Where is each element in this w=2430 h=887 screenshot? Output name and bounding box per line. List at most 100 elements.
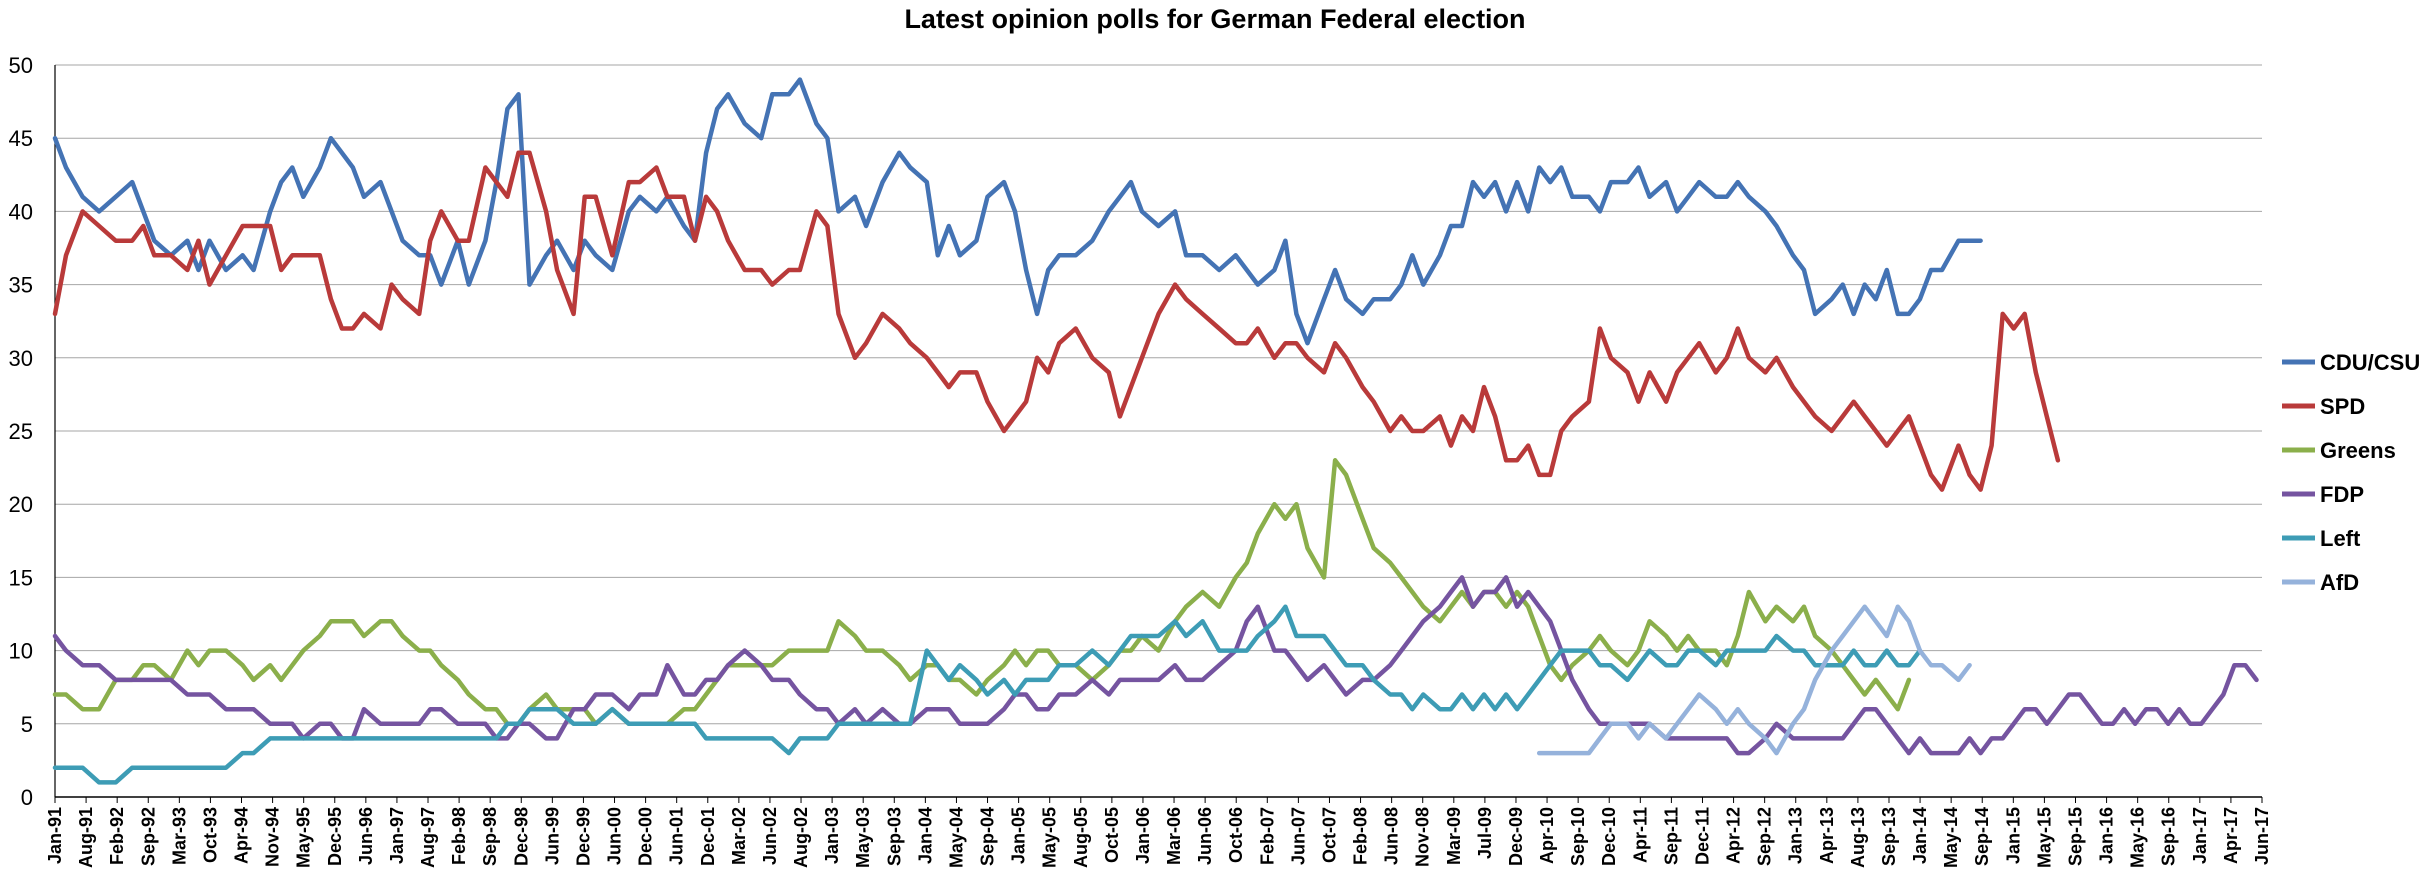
x-tick-label: May-05: [1040, 807, 1060, 868]
y-tick-label: 25: [9, 419, 33, 444]
legend-label: Greens: [2320, 438, 2396, 463]
x-tick-label: Sep-14: [1972, 807, 1992, 866]
x-tick-label: Sep-10: [1568, 807, 1588, 866]
y-tick-label: 35: [9, 273, 33, 298]
x-tick-label: Jan-16: [2097, 807, 2117, 864]
x-tick-label: Jan-06: [1133, 807, 1153, 864]
x-tick-label: Dec-95: [325, 807, 345, 866]
y-tick-label: 40: [9, 199, 33, 224]
y-tick-label: 15: [9, 565, 33, 590]
x-tick-label: Jun-96: [356, 807, 376, 865]
x-tick-label: Sep-11: [1661, 807, 1681, 865]
x-tick-label: Dec-10: [1599, 807, 1619, 866]
x-tick-label: Feb-08: [1351, 807, 1371, 865]
x-tick-label: Sep-16: [2159, 807, 2179, 866]
x-tick-label: Dec-00: [636, 807, 656, 866]
x-tick-label: Feb-98: [449, 807, 469, 865]
x-tick-label: May-15: [2034, 807, 2054, 868]
x-tick-label: Apr-11: [1630, 807, 1650, 863]
x-tick-label: Sep-15: [2065, 807, 2085, 866]
legend-label: FDP: [2320, 482, 2364, 507]
x-tick-label: Apr-94: [232, 807, 252, 864]
x-tick-label: Feb-07: [1257, 807, 1277, 865]
series-line-spd: [52, 150, 2061, 492]
x-tick-label: Jun-01: [667, 807, 687, 865]
x-tick-label: Jan-14: [1910, 807, 1930, 864]
x-tick-label: Sep-04: [978, 807, 998, 866]
x-tick-label: May-14: [1941, 807, 1961, 868]
series-line-left: [52, 604, 1923, 785]
x-tick-label: May-16: [2128, 807, 2148, 868]
series-line-cdu-csu: [52, 77, 1983, 346]
x-tick-label: Jun-08: [1382, 807, 1402, 865]
legend: CDU/CSU SPD Greens FDP Left AfD: [2282, 350, 2420, 595]
x-tick-label: Jun-06: [1195, 807, 1215, 865]
x-tick-label: Dec-99: [573, 807, 593, 866]
x-tick-label: Jun-02: [760, 807, 780, 865]
x-tick-label: Jun-07: [1288, 807, 1308, 865]
x-tick-label: Mar-09: [1444, 807, 1464, 865]
x-tick-label: Jan-97: [387, 807, 407, 864]
x-tick-label: Aug-13: [1848, 807, 1868, 868]
x-tick-label: May-04: [946, 807, 966, 868]
y-tick-label: 10: [9, 639, 33, 664]
x-tick-label: Aug-97: [418, 807, 438, 868]
x-tick-label: Oct-06: [1226, 807, 1246, 863]
legend-label: CDU/CSU: [2320, 350, 2420, 375]
x-tick-label: Oct-93: [200, 807, 220, 863]
x-tick-label: Jun-00: [605, 807, 625, 865]
x-tick-label: Dec-09: [1506, 807, 1526, 866]
x-tick-label: Oct-05: [1102, 807, 1122, 863]
x-tick-label: May-03: [853, 807, 873, 868]
x-tick-label: Jan-13: [1786, 807, 1806, 864]
x-tick-label: Jan-04: [915, 807, 935, 864]
gridlines: [55, 64, 2262, 798]
y-axis: 0 5 10 15 20 25 30 35 40 45 50: [9, 53, 56, 810]
x-tick-label: Feb-92: [107, 807, 127, 865]
x-tick-label: Dec-01: [698, 807, 718, 866]
x-tick-label: Jan-15: [2003, 807, 2023, 864]
x-axis: Jan-91 Aug-91 Feb-92 Sep-92 Mar-93 Oct-93 Apr-…: [45, 797, 2272, 868]
x-tick-label: Sep-12: [1755, 807, 1775, 866]
x-tick-label: Mar-02: [729, 807, 749, 865]
x-tick-label: Nov-08: [1413, 807, 1433, 867]
series-line-greens: [52, 458, 1912, 727]
x-tick-label: Sep-98: [480, 807, 500, 866]
x-tick-label: Mar-93: [169, 807, 189, 865]
x-tick-label: Sep-92: [138, 807, 158, 866]
x-tick-label: Apr-10: [1537, 807, 1557, 864]
y-tick-label: 20: [9, 492, 33, 517]
series-line-fdp: [52, 575, 2259, 756]
x-tick-label: Apr-17: [2221, 807, 2241, 864]
x-tick-label: Jan-05: [1009, 807, 1029, 864]
chart-title: Latest opinion polls for German Federal …: [904, 4, 1526, 34]
legend-label: AfD: [2320, 570, 2359, 595]
series-line-afd: [1536, 604, 1972, 756]
x-tick-label: Apr-13: [1817, 807, 1837, 864]
x-tick-label: Jan-91: [45, 807, 65, 864]
y-tick-label: 0: [21, 785, 33, 810]
x-tick-label: Mar-06: [1164, 807, 1184, 865]
x-tick-label: Sep-13: [1879, 807, 1899, 866]
x-tick-label: Nov-94: [263, 807, 283, 867]
x-tick-label: Dec-11: [1692, 807, 1712, 865]
x-tick-label: Oct-07: [1319, 807, 1339, 863]
y-tick-label: 45: [9, 126, 33, 151]
legend-label: Left: [2320, 526, 2361, 551]
x-tick-label: Jun-99: [542, 807, 562, 865]
x-tick-label: Jun-17: [2252, 807, 2272, 865]
x-tick-label: Aug-05: [1071, 807, 1091, 868]
x-tick-label: May-95: [294, 807, 314, 868]
x-tick-label: Jan-03: [822, 807, 842, 864]
legend-label: SPD: [2320, 394, 2365, 419]
x-tick-label: Jul-09: [1475, 807, 1495, 859]
y-tick-label: 30: [9, 346, 33, 371]
y-tick-label: 5: [21, 712, 33, 737]
x-tick-label: Apr-12: [1724, 807, 1744, 864]
x-tick-label: Aug-91: [76, 807, 96, 868]
x-tick-label: Sep-03: [884, 807, 904, 866]
x-tick-label: Dec-98: [511, 807, 531, 866]
x-tick-label: Jan-17: [2190, 807, 2210, 864]
x-tick-label: Aug-02: [791, 807, 811, 868]
